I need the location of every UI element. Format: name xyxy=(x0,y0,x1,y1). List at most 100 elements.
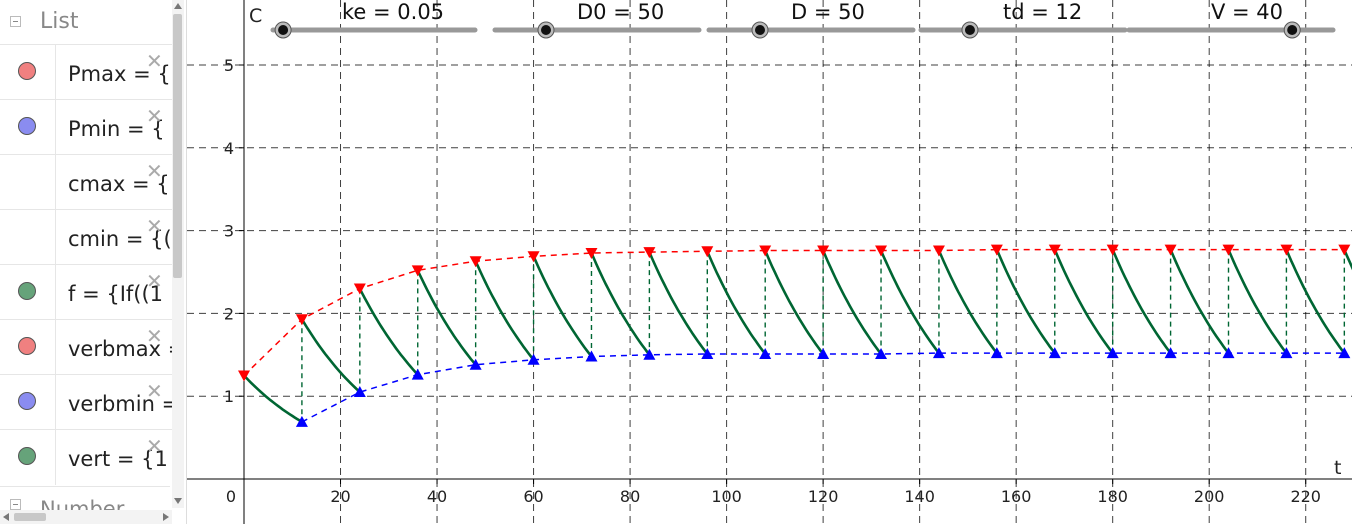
algebra-item[interactable]: verbmin = ✕ xyxy=(0,374,172,430)
visibility-toggle[interactable] xyxy=(0,430,56,485)
delete-icon[interactable]: ✕ xyxy=(146,269,163,293)
max-point[interactable] xyxy=(585,247,598,259)
min-point[interactable] xyxy=(353,386,366,398)
algebra-item[interactable]: vert = {1 ✕ xyxy=(0,429,172,485)
max-point[interactable] xyxy=(1280,244,1293,256)
min-point[interactable] xyxy=(932,347,945,359)
max-point[interactable] xyxy=(932,245,945,257)
visibility-toggle[interactable] xyxy=(0,265,56,320)
delete-icon[interactable]: ✕ xyxy=(146,434,163,458)
min-point[interactable] xyxy=(1106,347,1119,359)
slider-handle[interactable] xyxy=(1287,25,1298,35)
horizontal-scrollbar[interactable] xyxy=(0,510,172,524)
min-point[interactable] xyxy=(990,347,1003,359)
min-point[interactable] xyxy=(1048,347,1061,359)
min-point[interactable] xyxy=(701,347,714,359)
algebra-item[interactable]: cmax = {✕ xyxy=(0,154,172,210)
delete-icon[interactable]: ✕ xyxy=(146,159,163,183)
scroll-right-icon[interactable] xyxy=(163,513,169,521)
visibility-toggle[interactable] xyxy=(0,375,56,430)
delete-icon[interactable]: ✕ xyxy=(146,49,163,73)
min-point[interactable] xyxy=(817,347,830,359)
color-dot-icon[interactable] xyxy=(18,62,36,80)
scroll-down-icon[interactable] xyxy=(174,498,182,504)
collapse-icon[interactable] xyxy=(10,16,21,27)
max-point[interactable] xyxy=(1106,244,1119,256)
visibility-toggle[interactable] xyxy=(0,210,56,265)
color-dot-icon[interactable] xyxy=(18,117,36,135)
delete-icon[interactable]: ✕ xyxy=(146,104,163,128)
max-point[interactable] xyxy=(1222,244,1235,256)
min-point[interactable] xyxy=(1222,347,1235,359)
max-point[interactable] xyxy=(1164,244,1177,256)
visibility-toggle[interactable] xyxy=(0,45,56,100)
min-point[interactable] xyxy=(1280,347,1293,359)
color-dot-icon[interactable] xyxy=(18,282,36,300)
min-point[interactable] xyxy=(295,415,308,427)
min-point[interactable] xyxy=(1338,347,1351,359)
delete-icon[interactable]: ✕ xyxy=(146,214,163,238)
max-point[interactable] xyxy=(643,247,656,259)
max-point[interactable] xyxy=(875,245,888,257)
min-point[interactable] xyxy=(527,353,540,365)
max-point[interactable] xyxy=(295,314,308,326)
max-point[interactable] xyxy=(469,256,482,268)
scroll-up-icon[interactable] xyxy=(174,3,182,9)
collapse-icon[interactable] xyxy=(10,499,21,510)
min-point[interactable] xyxy=(1164,347,1177,359)
algebra-item[interactable]: Pmin = {✕ xyxy=(0,99,172,155)
max-point[interactable] xyxy=(238,370,250,382)
delete-icon[interactable]: ✕ xyxy=(146,324,163,348)
max-point[interactable] xyxy=(759,245,772,257)
max-point[interactable] xyxy=(817,245,830,257)
algebra-expression[interactable]: Pmin = { xyxy=(68,117,165,141)
color-dot-icon[interactable] xyxy=(18,447,36,465)
scroll-left-icon[interactable] xyxy=(3,513,9,521)
algebra-expression[interactable]: cmin = {( xyxy=(68,227,172,251)
concentration-curve xyxy=(416,269,477,366)
min-point[interactable] xyxy=(469,358,482,370)
visibility-toggle[interactable] xyxy=(0,155,56,210)
max-point[interactable] xyxy=(701,246,714,258)
algebra-expression[interactable]: Pmax = { xyxy=(68,62,171,86)
algebra-expression[interactable]: verbmax = xyxy=(68,337,172,361)
algebra-item[interactable]: f = {If((1 ✕ xyxy=(0,264,172,320)
max-point[interactable] xyxy=(411,265,424,277)
algebra-expression[interactable]: f = {If((1 xyxy=(68,282,164,306)
max-point[interactable] xyxy=(527,251,540,263)
slider-handle[interactable] xyxy=(278,25,289,35)
concentration-curve xyxy=(1285,249,1346,354)
plot-canvas[interactable]: 0 20 40 60 80 100 120 140 160 180 200 220 1 2 3 4 5 t C ke … xyxy=(187,0,1352,524)
min-point[interactable] xyxy=(759,347,772,359)
max-point[interactable] xyxy=(990,244,1003,256)
min-point[interactable] xyxy=(411,368,424,380)
algebra-item[interactable]: cmin = {(✕ xyxy=(0,209,172,265)
x-tick-label: 0 xyxy=(226,487,236,506)
scroll-thumb[interactable] xyxy=(14,513,46,521)
delete-icon[interactable]: ✕ xyxy=(146,379,163,403)
algebra-expression[interactable]: vert = {1 xyxy=(68,447,168,471)
algebra-expression[interactable]: verbmin = xyxy=(68,392,172,416)
category-list-header[interactable]: List xyxy=(0,0,170,44)
x-tick-label: 140 xyxy=(904,487,935,506)
slider-handle[interactable] xyxy=(755,25,765,35)
concentration-curve xyxy=(358,288,419,376)
color-dot-icon[interactable] xyxy=(18,392,36,410)
max-point[interactable] xyxy=(353,283,366,295)
visibility-toggle[interactable] xyxy=(0,100,56,155)
slider-handle[interactable] xyxy=(964,25,975,35)
min-point[interactable] xyxy=(585,350,598,362)
max-point[interactable] xyxy=(1338,244,1351,256)
vertical-scrollbar[interactable] xyxy=(172,0,184,508)
visibility-toggle[interactable] xyxy=(0,320,56,375)
slider-handle[interactable] xyxy=(541,25,551,35)
min-point[interactable] xyxy=(643,348,656,360)
algebra-expression[interactable]: cmax = { xyxy=(68,172,170,196)
scroll-thumb[interactable] xyxy=(173,14,182,278)
min-point[interactable] xyxy=(875,347,888,359)
algebra-item[interactable]: Pmax = {✕ xyxy=(0,44,172,100)
color-dot-icon[interactable] xyxy=(18,337,36,355)
algebra-item[interactable]: verbmax =✕ xyxy=(0,319,172,375)
max-point[interactable] xyxy=(1048,244,1061,256)
